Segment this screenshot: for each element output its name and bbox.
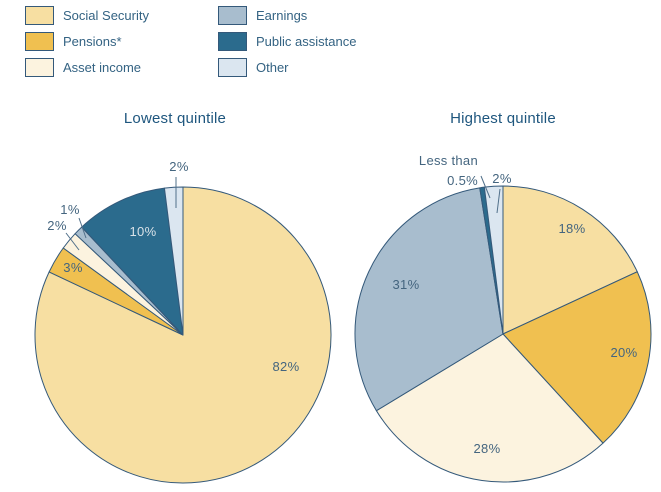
pie-1-slice-asset-income (375, 333, 604, 483)
slice-label-earnings: 1% (60, 202, 80, 217)
pie-1-slice-pensions (502, 271, 652, 444)
slice-label-asset-income: 2% (47, 218, 67, 233)
legend-label-pensions: Pensions* (63, 34, 122, 49)
slice-label-public-assistance: 0.5% (447, 173, 478, 188)
legend-swatch-social-security (25, 6, 54, 25)
slice-label-public-assistance: 10% (130, 224, 157, 239)
slice-label-pensions: 20% (611, 345, 638, 360)
legend-item-social-security: Social Security (25, 6, 149, 25)
slice-label-other: 2% (492, 171, 512, 186)
legend-label-social-security: Social Security (63, 8, 149, 23)
legend-item-public-assistance: Public assistance (218, 32, 356, 51)
leader-line-asset-income (65, 232, 80, 251)
pie-1-slice-earnings (354, 187, 504, 412)
legend-swatch-asset-income (25, 58, 54, 77)
slice-label-earnings: 31% (393, 277, 420, 292)
legend-swatch-other (218, 58, 247, 77)
leader-line-public-assistance (480, 175, 491, 199)
legend-item-earnings: Earnings (218, 6, 356, 25)
legend-swatch-earnings (218, 6, 247, 25)
chart-title-lowest-quintile: Lowest quintile (123, 110, 227, 127)
legend-column-1: Social Security Pensions* Asset income (25, 6, 149, 84)
slice-label-other: 2% (169, 159, 189, 174)
pie-1-slice-social-security (502, 185, 638, 335)
legend-label-asset-income: Asset income (63, 60, 142, 75)
slice-label-asset-income: 28% (474, 441, 501, 456)
slice-label-social-security: 18% (559, 221, 586, 236)
legend-item-pensions: Pensions* (25, 32, 149, 51)
legend-item-asset-income: Asset income (25, 58, 149, 77)
pie-0-slice-public-assistance (81, 187, 184, 336)
leader-line-other (496, 188, 501, 214)
legend-swatch-public-assistance (218, 32, 247, 51)
pie-0-slice-other (163, 186, 184, 336)
legend-label-other: Other (256, 60, 289, 75)
legend-item-other: Other (218, 58, 356, 77)
legend-swatch-pensions (25, 32, 54, 51)
slice-label-pensions: 3% (63, 260, 83, 275)
legend-label-earnings: Earnings (256, 8, 308, 23)
pie-1-slice-other (483, 185, 504, 335)
legend-label-public-assistance: Public assistance (256, 34, 357, 49)
leader-line-earnings (78, 217, 87, 239)
chart-title-highest-quintile: Highest quintile (450, 110, 556, 127)
slice-label-social-security: 82% (273, 359, 300, 374)
legend-column-2: Earnings Public assistance Other (218, 6, 356, 84)
slice-label-public-assistance: Less than (419, 153, 478, 168)
